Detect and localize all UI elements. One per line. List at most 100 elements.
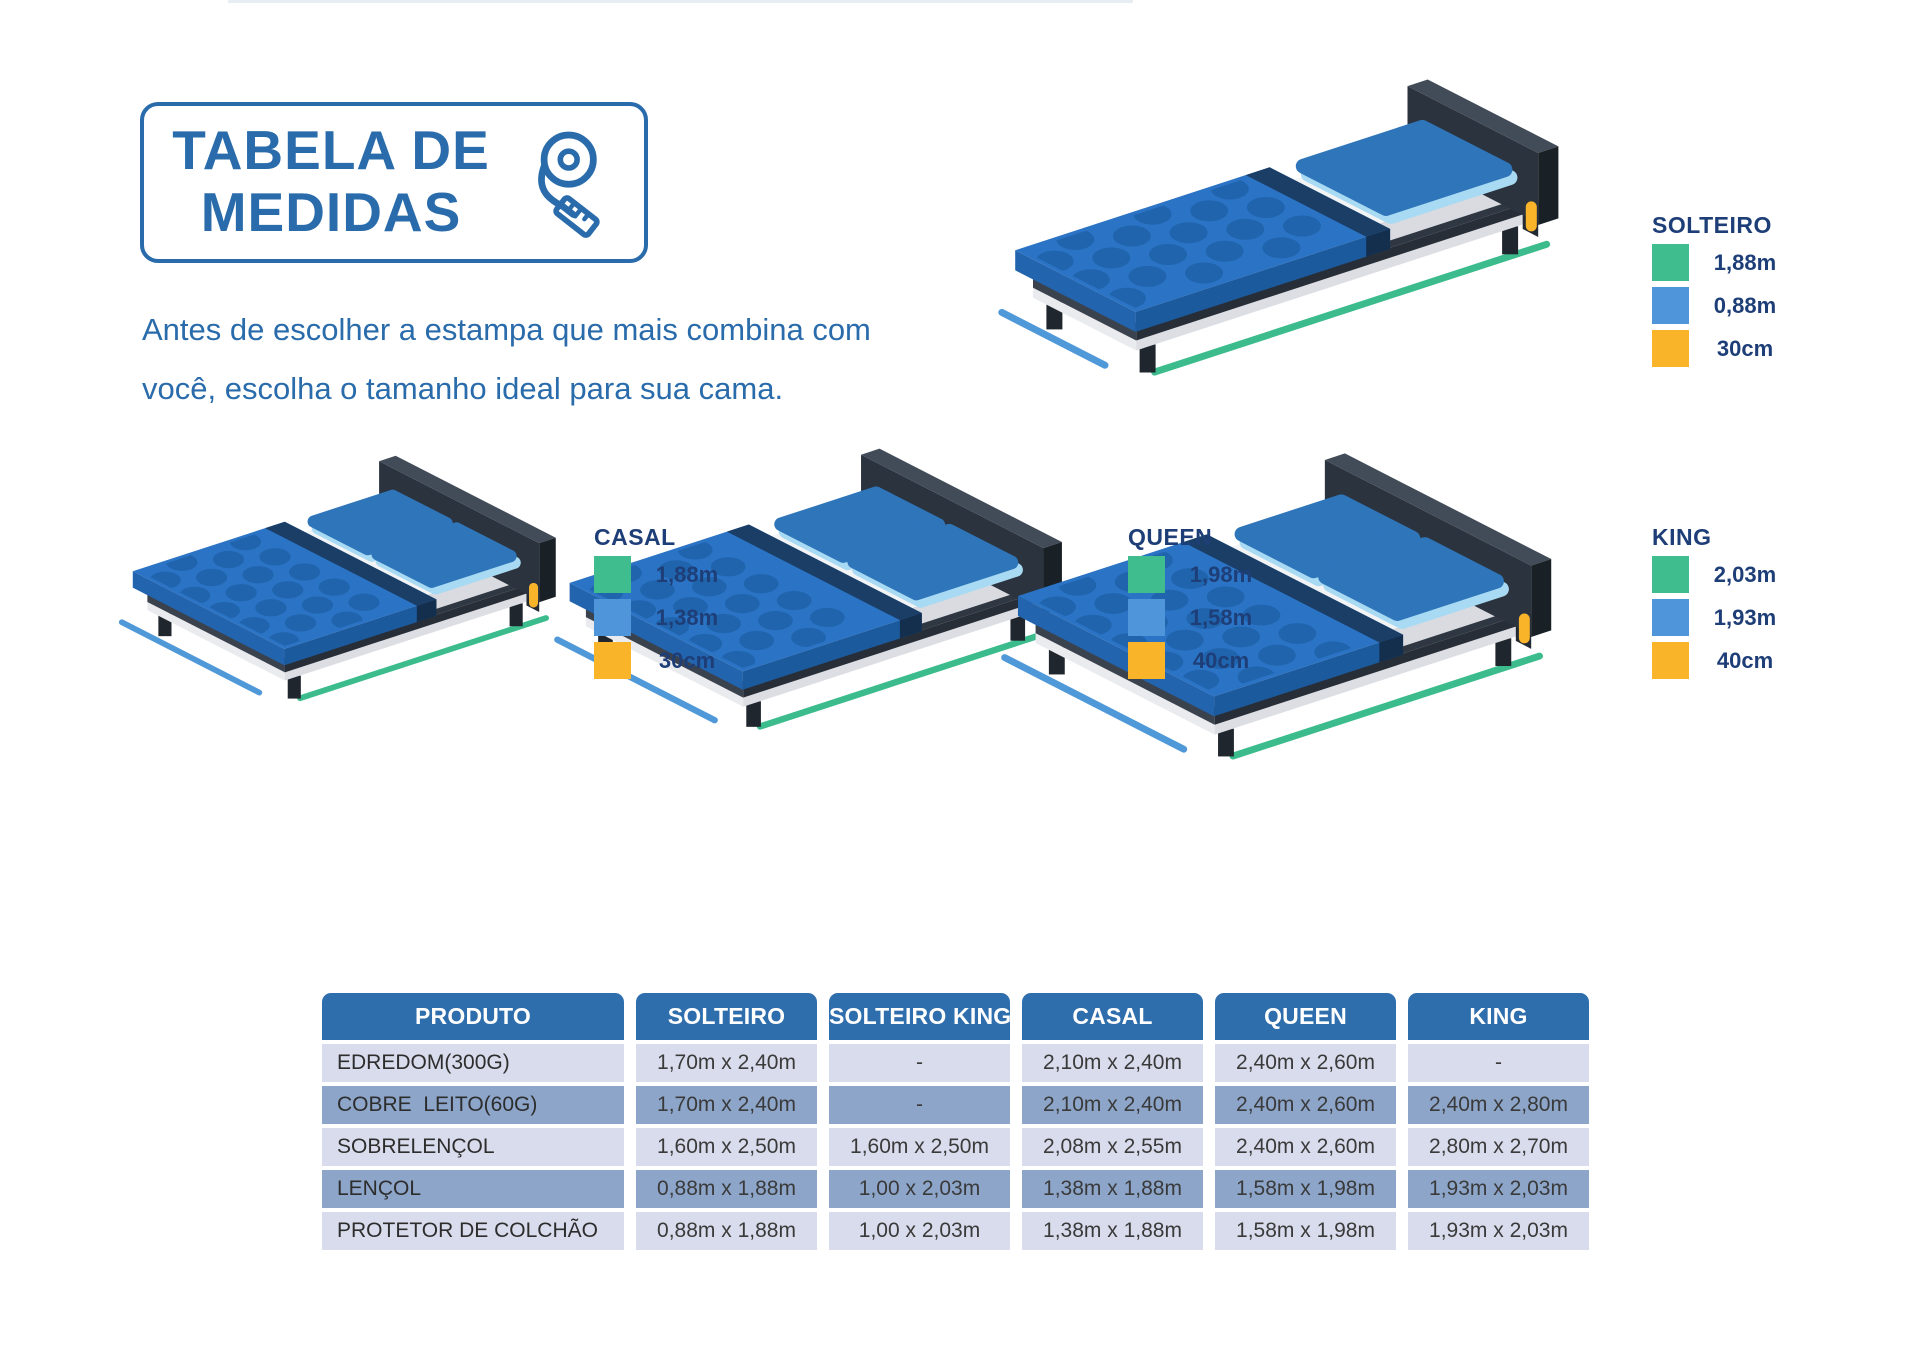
blue-measure-swatch	[1652, 599, 1689, 636]
column-header: QUEEN	[1215, 993, 1396, 1040]
bed-legend-solteiro: SOLTEIRO 1,88m 0,88m 30cm	[1652, 212, 1852, 373]
column-header: KING	[1408, 993, 1589, 1040]
product-name-cell: PROTETOR DE COLCHÃO	[322, 1208, 624, 1250]
table-column-produto: PRODUTO EDREDOM(300G) COBRE LEITO(60G) SOBR…	[322, 993, 624, 1250]
legend-item: 30cm	[594, 642, 794, 679]
bed-illustration-solteiro	[985, 70, 1585, 396]
size-value-cell: 1,93m x 2,03m	[1408, 1166, 1589, 1208]
legend-item: 1,98m	[1128, 556, 1328, 593]
bed-graphic	[554, 448, 1062, 730]
yellow-measure-swatch	[1652, 642, 1689, 679]
legend-item: 30cm	[1652, 330, 1852, 367]
measure-value: 40cm	[1716, 647, 1774, 673]
table-column-solteiro-king: SOLTEIRO KING - -1,60m x 2,50m 1,00 x 2,03m…	[829, 993, 1011, 1250]
bed-legend-casal: CASAL 1,88m 1,38m 30cm	[594, 524, 794, 685]
measure-value: 40cm	[1192, 647, 1250, 673]
size-value-cell: 1,38m x 1,88m	[1022, 1166, 1203, 1208]
size-value-cell: -	[1408, 1040, 1589, 1082]
product-name-cell: EDREDOM(300G)	[322, 1040, 624, 1082]
measure-value: 30cm	[1716, 335, 1774, 361]
intro-text: Antes de escolher a estampa que mais com…	[142, 300, 1002, 418]
size-value-cell: 1,58m x 1,98m	[1215, 1208, 1396, 1250]
size-value-cell: 1,38m x 1,88m	[1022, 1208, 1203, 1250]
bed-illustration-queen	[542, 440, 1087, 749]
size-value-cell: 1,00 x 2,03m	[829, 1208, 1010, 1250]
table-column-king: KING -2,40m x 2,80m 2,80m x 2,70m 1,93m x 2…	[1408, 993, 1589, 1250]
legend-item: 1,38m	[594, 599, 794, 636]
intro-line2: você, escolha o tamanho ideal para sua c…	[142, 371, 784, 406]
intro-line1: Antes de escolher a estampa que mais com…	[142, 312, 871, 347]
bed-legend-king: KING 2,03m 1,93m 40cm	[1652, 524, 1852, 685]
size-value-cell: 1,60m x 2,50m	[829, 1124, 1010, 1166]
table-column-casal: CASAL 2,10m x 2,40m 2,10m x 2,40m 2,08m x 2…	[1022, 993, 1203, 1250]
page-title: TABELA DE MEDIDAS	[166, 119, 496, 243]
yellow-measure-swatch	[594, 642, 631, 679]
bed-size-name: KING	[1652, 524, 1712, 550]
size-value-cell: 2,08m x 2,55m	[1022, 1124, 1203, 1166]
column-header: SOLTEIRO KING	[829, 993, 1011, 1040]
measure-value: 2,03m	[1713, 561, 1777, 587]
yellow-measure-swatch	[1652, 330, 1689, 367]
bed-illustration-casal	[108, 448, 578, 719]
top-decorative-line	[228, 0, 1133, 3]
page-title-line1: TABELA DE	[172, 119, 490, 181]
product-name-cell: LENÇOL	[322, 1166, 624, 1208]
size-value-cell: 2,80m x 2,70m	[1408, 1124, 1589, 1166]
bed-graphic	[998, 79, 1559, 376]
legend-item: 40cm	[1652, 642, 1852, 679]
size-value-cell: 0,88m x 1,88m	[636, 1208, 817, 1250]
measure-value: 1,88m	[1713, 249, 1777, 275]
bed-legend-queen: QUEEN 1,98m 1,58m 40cm	[1128, 524, 1328, 685]
column-header: PRODUTO	[322, 993, 624, 1040]
product-name-cell: SOBRELENÇOL	[322, 1124, 624, 1166]
measure-value: 0,88m	[1713, 292, 1777, 318]
legend-item: 40cm	[1128, 642, 1328, 679]
column-header: CASAL	[1022, 993, 1203, 1040]
size-value-cell: -	[829, 1082, 1010, 1124]
page-title-line2: MEDIDAS	[200, 180, 462, 243]
blue-measure-swatch	[1652, 287, 1689, 324]
title-box: TABELA DE MEDIDAS	[140, 102, 648, 263]
size-value-cell: 2,10m x 2,40m	[1022, 1040, 1203, 1082]
product-name-cell: COBRE LEITO(60G)	[322, 1082, 624, 1124]
size-value-cell: 1,00 x 2,03m	[829, 1166, 1010, 1208]
table-column-solteiro: SOLTEIRO 1,70m x 2,40m 1,70m x 2,40m 1,60m …	[636, 993, 817, 1250]
green-measure-swatch	[1128, 556, 1165, 593]
blue-measure-swatch	[1128, 599, 1165, 636]
size-value-cell: 1,60m x 2,50m	[636, 1124, 817, 1166]
size-table: PRODUTO EDREDOM(300G) COBRE LEITO(60G) SOBR…	[322, 993, 1589, 1250]
green-measure-swatch	[594, 556, 631, 593]
size-value-cell: 0,88m x 1,88m	[636, 1166, 817, 1208]
measure-value: 30cm	[658, 647, 716, 673]
size-value-cell: 2,40m x 2,60m	[1215, 1082, 1396, 1124]
legend-item: 1,93m	[1652, 599, 1852, 636]
blue-measure-swatch	[594, 599, 631, 636]
size-value-cell: 1,70m x 2,40m	[636, 1040, 817, 1082]
column-header: SOLTEIRO	[636, 993, 817, 1040]
legend-item: 2,03m	[1652, 556, 1852, 593]
size-value-cell: 2,40m x 2,60m	[1215, 1040, 1396, 1082]
measure-value: 1,38m	[655, 604, 719, 630]
bed-size-name: SOLTEIRO	[1652, 212, 1772, 238]
size-value-cell: 1,70m x 2,40m	[636, 1082, 817, 1124]
legend-item: 1,58m	[1128, 599, 1328, 636]
legend-item: 1,88m	[594, 556, 794, 593]
size-value-cell: 2,10m x 2,40m	[1022, 1082, 1203, 1124]
bed-size-name: QUEEN	[1128, 524, 1213, 550]
table-column-queen: QUEEN 2,40m x 2,60m 2,40m x 2,60m 2,40m x 2…	[1215, 993, 1396, 1250]
bed-size-name: CASAL	[594, 524, 676, 550]
measure-value: 1,58m	[1189, 604, 1253, 630]
bed-graphic	[118, 455, 556, 702]
size-value-cell: 1,58m x 1,98m	[1215, 1166, 1396, 1208]
measure-value: 1,93m	[1713, 604, 1777, 630]
tape-measure-icon	[538, 131, 600, 238]
measure-value: 1,98m	[1189, 561, 1253, 587]
size-value-cell: 2,40m x 2,60m	[1215, 1124, 1396, 1166]
green-measure-swatch	[1652, 244, 1689, 281]
legend-item: 0,88m	[1652, 287, 1852, 324]
measure-value: 1,88m	[655, 561, 719, 587]
size-value-cell: 1,93m x 2,03m	[1408, 1208, 1589, 1250]
legend-item: 1,88m	[1652, 244, 1852, 281]
size-value-cell: 2,40m x 2,80m	[1408, 1082, 1589, 1124]
